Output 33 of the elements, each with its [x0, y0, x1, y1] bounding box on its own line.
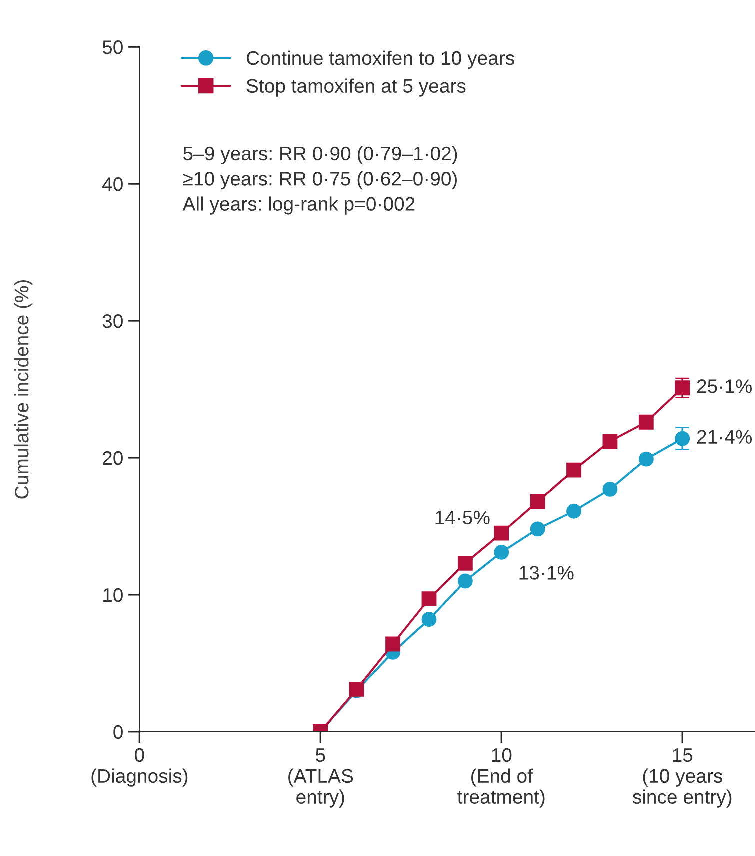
y-tick-label: 10	[104, 588, 123, 602]
y-tick-label: 0	[114, 725, 123, 740]
point	[530, 522, 546, 537]
y-tick-label: 40	[102, 178, 123, 192]
point	[422, 612, 437, 628]
point	[458, 574, 473, 589]
y-tick-label: 20	[103, 451, 123, 466]
y-tick-label: 50	[102, 40, 123, 54]
point	[566, 504, 582, 519]
x-tick-label: 15 (10 years since entry)	[632, 748, 732, 808]
y-axis-title: Cumulative incidence (%)	[14, 280, 33, 499]
data-label: 14·5%	[436, 510, 490, 525]
data-label: 13·1%	[520, 566, 574, 580]
point	[638, 414, 654, 430]
legend-label: Continue tamoxifen to 10 years	[246, 50, 514, 70]
point	[494, 526, 510, 541]
annotation: 5–9 years: RR 0·90 (0·79–1·02) ≥10 years: RR 0·75 (0·62–0·90) All years: log-rank p=0·002	[182, 146, 458, 215]
point	[602, 434, 618, 449]
legend-label: Stop tamoxifen at 5 years	[246, 78, 466, 97]
point	[566, 462, 582, 478]
point	[386, 636, 401, 652]
x-tick-label: 10 (End of treatment)	[458, 748, 545, 808]
point	[422, 592, 437, 606]
data-label: 25·1%	[697, 380, 752, 394]
point	[638, 452, 654, 467]
x-tick-label: 5 (ATLAS entry)	[288, 748, 354, 808]
point	[458, 556, 473, 571]
point	[602, 482, 618, 497]
point	[530, 494, 546, 510]
y-tick-label: 30	[102, 314, 123, 328]
point	[494, 545, 510, 560]
data-label: 21·4%	[697, 430, 752, 444]
x-tick-label: 0 (Diagnosis)	[92, 748, 188, 787]
